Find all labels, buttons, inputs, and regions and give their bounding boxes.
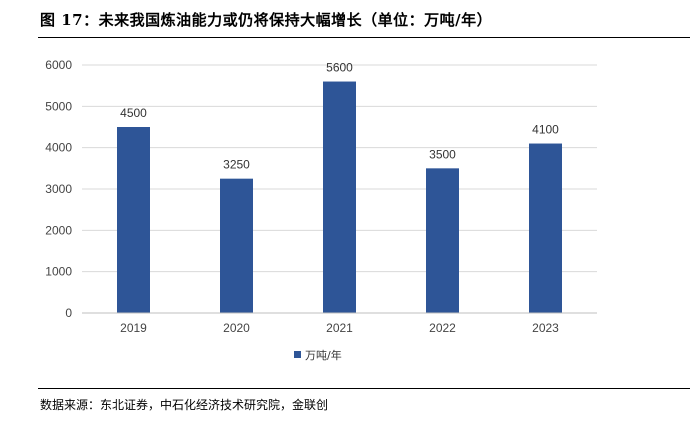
x-tick-label: 2020 — [223, 321, 250, 335]
x-tick-label: 2021 — [326, 321, 353, 335]
x-tick-label: 2023 — [532, 321, 559, 335]
x-tick-label: 2019 — [120, 321, 147, 335]
y-tick-label: 2000 — [45, 223, 72, 237]
source-rule — [38, 388, 690, 389]
data-label: 3250 — [223, 158, 250, 172]
y-tick-label: 6000 — [45, 58, 72, 72]
legend-swatch — [294, 351, 301, 358]
data-label: 4100 — [532, 123, 559, 137]
data-label: 4500 — [120, 106, 147, 120]
y-tick-label: 0 — [65, 306, 72, 320]
data-label: 3500 — [429, 147, 456, 161]
y-tick-label: 4000 — [45, 141, 72, 155]
source-note: 数据来源：东北证券，中石化经济技术研究院，金联创 — [40, 398, 329, 412]
bar-2019 — [117, 127, 150, 313]
x-axis-ticks: 2019 2020 2021 2022 2023 — [120, 321, 559, 335]
figure-title: 图 17：未来我国炼油能力或仍将保持大幅增长（单位：万吨/年） — [40, 11, 493, 29]
legend-label: 万吨/年 — [305, 348, 342, 362]
title-rule — [38, 37, 690, 38]
bar-2020 — [220, 178, 253, 313]
bar-2021 — [323, 81, 356, 314]
y-tick-label: 1000 — [45, 265, 72, 279]
bars — [117, 81, 562, 314]
bar-2022 — [426, 168, 459, 313]
y-tick-label: 3000 — [45, 182, 72, 196]
legend: 万吨/年 — [294, 348, 342, 362]
data-labels: 4500 3250 5600 3500 4100 — [120, 61, 559, 172]
x-tick-label: 2022 — [429, 321, 456, 335]
bar-2023 — [529, 143, 562, 313]
y-tick-label: 5000 — [45, 99, 72, 113]
data-label: 5600 — [326, 61, 353, 75]
y-axis-ticks: 0 1000 2000 3000 4000 5000 6000 — [45, 58, 72, 320]
